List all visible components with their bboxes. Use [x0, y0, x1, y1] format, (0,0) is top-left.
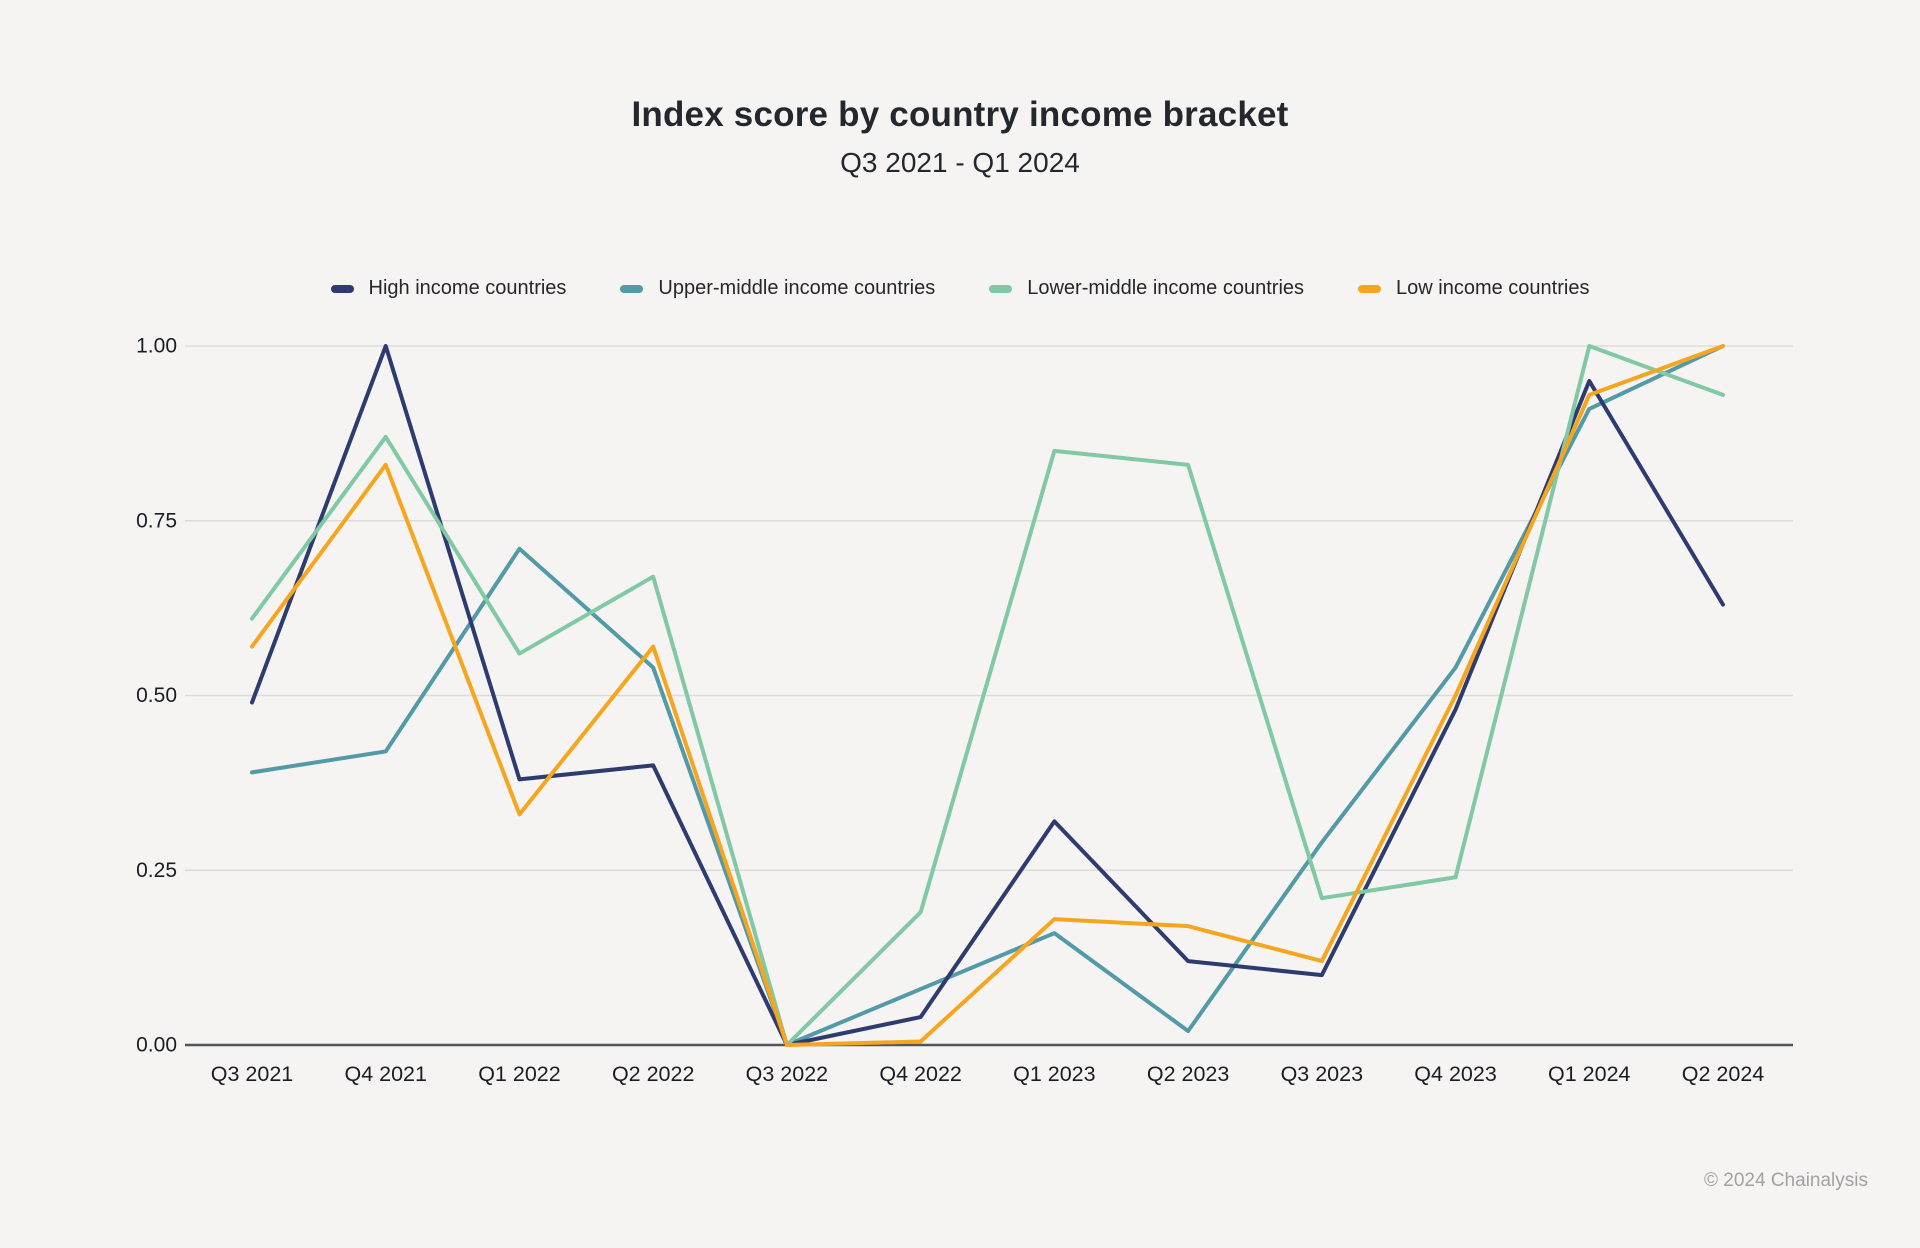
- x-tick-label: Q3 2021: [211, 1062, 293, 1086]
- x-tick-label: Q4 2021: [344, 1062, 426, 1086]
- x-tick-label: Q3 2022: [746, 1062, 828, 1086]
- x-tick-label: Q4 2022: [879, 1062, 961, 1086]
- x-tick-label: Q4 2023: [1414, 1062, 1497, 1086]
- legend-swatch-icon: [330, 284, 354, 293]
- legend-swatch-icon: [620, 284, 644, 293]
- y-tick-label: 0.75: [136, 509, 177, 532]
- legend-swatch-icon: [1358, 284, 1382, 293]
- x-tick-label: Q3 2023: [1281, 1062, 1364, 1086]
- chart-title: Index score by country income bracket: [631, 95, 1289, 134]
- chart-subtitle: Q3 2021 - Q1 2024: [840, 147, 1080, 178]
- x-tick-label: Q1 2024: [1548, 1062, 1631, 1086]
- x-tick-label: Q2 2023: [1147, 1062, 1230, 1086]
- legend-item-high-income-countries: High income countries: [330, 277, 567, 300]
- series-line-high-income-countries: [250, 344, 1725, 1047]
- x-tick-label: Q2 2024: [1682, 1062, 1765, 1086]
- x-tick-label: Q1 2023: [1013, 1062, 1096, 1086]
- x-tick-label: Q2 2022: [612, 1062, 694, 1086]
- series-line-upper-middle-income-countries: [250, 344, 1725, 1047]
- y-tick-label: 0.25: [136, 859, 177, 882]
- series-line-lower-middle-income-countries: [250, 344, 1725, 1047]
- legend-label: High income countries: [368, 277, 567, 299]
- legend-label: Lower-middle income countries: [1027, 277, 1305, 299]
- y-tick-label: 0.00: [136, 1034, 177, 1057]
- legend-label: Upper-middle income countries: [658, 277, 936, 299]
- legend-item-upper-middle-income-countries: Upper-middle income countries: [620, 277, 935, 300]
- y-tick-label: 0.50: [136, 684, 177, 707]
- x-tick-label: Q1 2022: [478, 1062, 560, 1086]
- chart-legend: High income countries Upper-middle income…: [0, 277, 1920, 300]
- legend-item-low-income-countries: Low income countries: [1358, 277, 1589, 300]
- legend-item-lower-middle-income-countries: Lower-middle income countries: [989, 277, 1304, 300]
- copyright-text: © 2024 Chainalysis: [1704, 1170, 1868, 1191]
- chart-header: Index score by country income bracket Q3…: [0, 94, 1920, 180]
- y-tick-label: 1.00: [136, 335, 177, 358]
- series-line-low-income-countries: [250, 344, 1725, 1047]
- legend-label: Low income countries: [1396, 277, 1590, 299]
- legend-swatch-icon: [989, 284, 1013, 293]
